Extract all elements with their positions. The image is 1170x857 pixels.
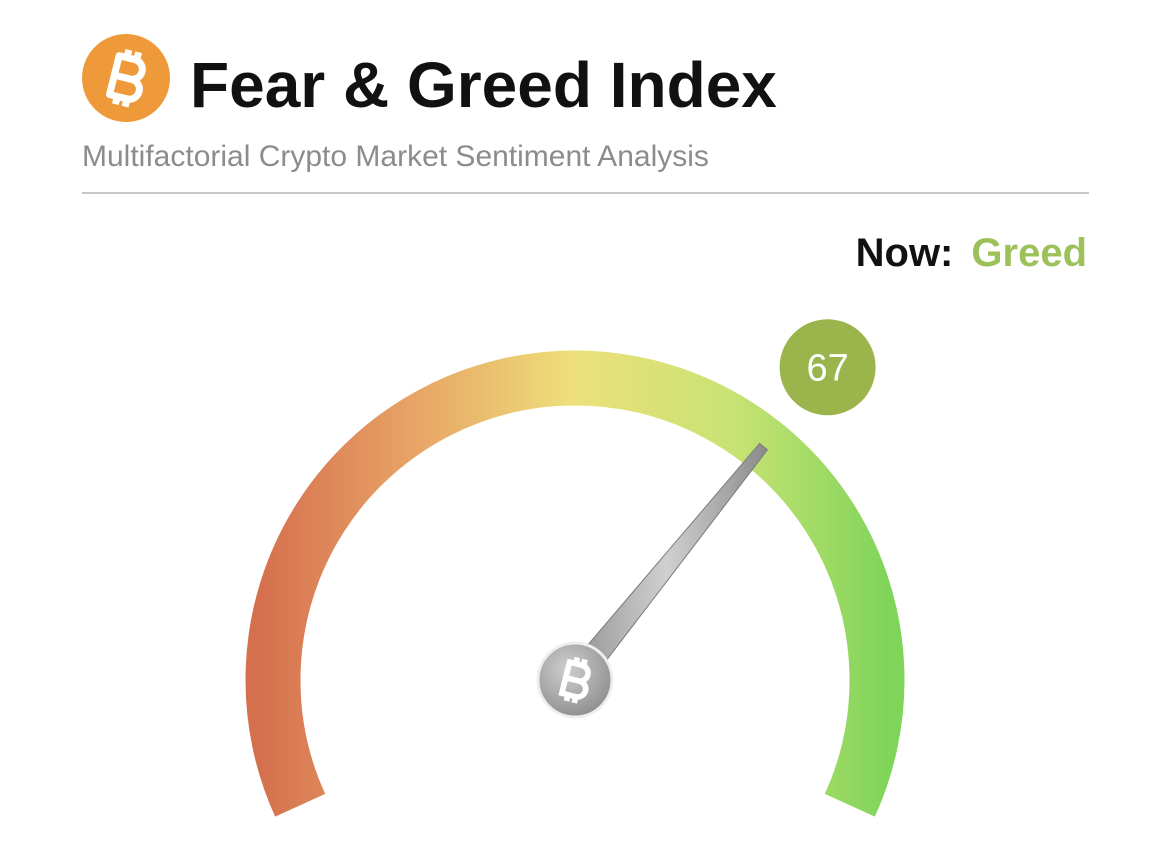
- hub-icon-shape: [558, 656, 591, 704]
- status-line: Now: Greed: [856, 231, 1087, 275]
- value-label: 67: [806, 347, 848, 389]
- hub-icon: [558, 656, 591, 704]
- gauge-arc: [245, 350, 905, 817]
- subtitle: Multifactorial Crypto Market Sentiment A…: [82, 140, 709, 173]
- value-badge: [779, 319, 876, 416]
- title: Fear & Greed Index: [190, 49, 777, 121]
- logo: [82, 34, 170, 122]
- status-label: Now:: [856, 231, 954, 275]
- gauge: 67: [245, 319, 905, 817]
- status: Greed: [971, 231, 1087, 275]
